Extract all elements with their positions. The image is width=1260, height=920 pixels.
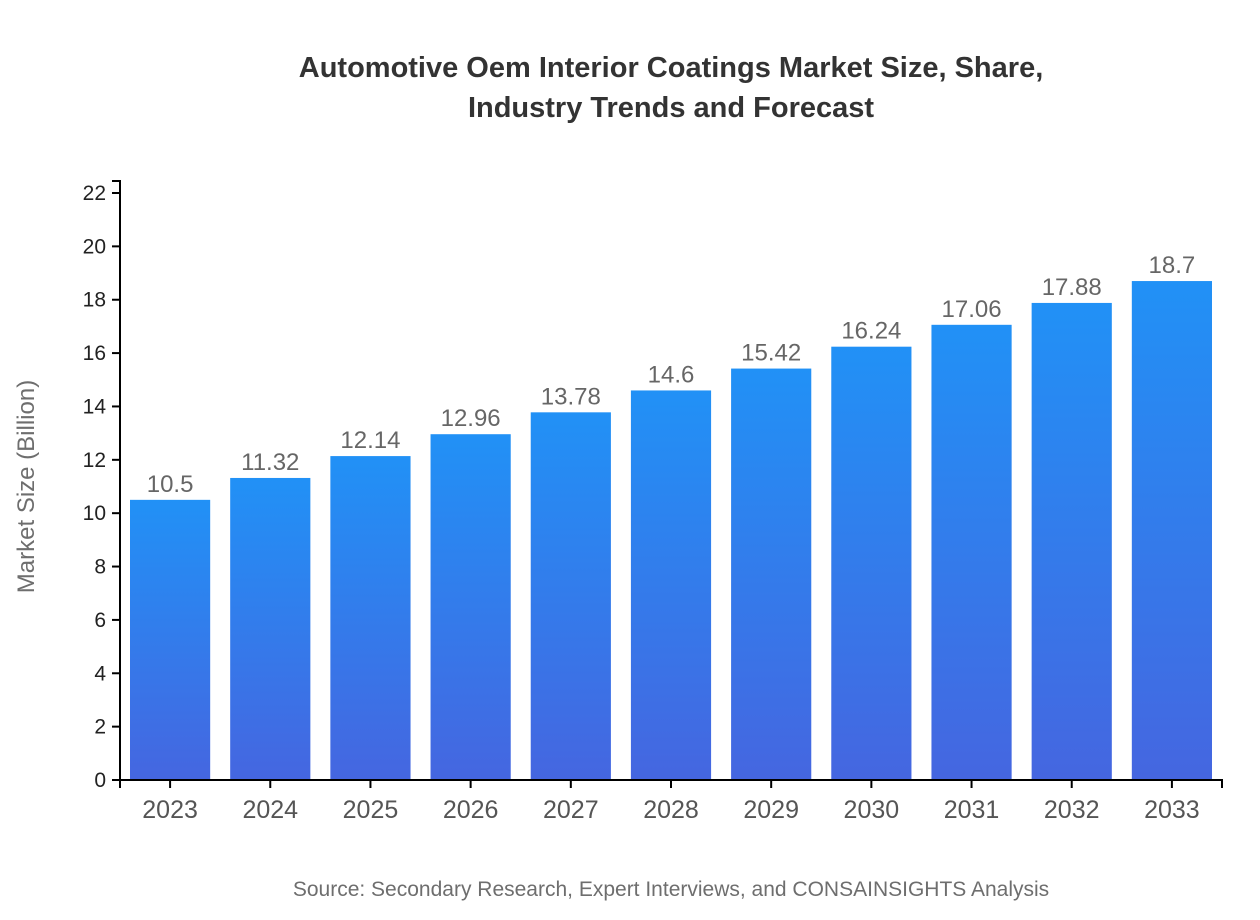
- bar-value-label: 12.96: [441, 405, 501, 432]
- x-tick-label: 2030: [844, 796, 900, 824]
- y-tick-label: 22: [83, 182, 106, 205]
- bar-2031: [931, 324, 1012, 780]
- y-axis-line: [112, 180, 121, 781]
- bar-2030: [831, 346, 912, 780]
- bar-value-label: 16.24: [841, 318, 901, 345]
- x-tick-label: 2032: [1044, 796, 1100, 824]
- y-tick-label: 8: [94, 556, 106, 579]
- bar-value-label: 11.32: [241, 449, 299, 476]
- y-tick-label: 2: [94, 716, 106, 739]
- chart-title: Automotive Oem Interior Coatings Market …: [120, 48, 1222, 128]
- x-tick-label: 2024: [242, 796, 298, 824]
- x-tick-label: 2027: [543, 796, 599, 824]
- x-tick-label: 2031: [944, 796, 1000, 824]
- y-axis-title: Market Size (Billion): [13, 380, 40, 593]
- y-tick-label: 4: [94, 662, 106, 685]
- bar-value-label: 15.42: [741, 340, 801, 367]
- bar-value-label: 17.88: [1042, 274, 1102, 301]
- bar-2023: [130, 499, 211, 780]
- bar-2028: [630, 390, 712, 780]
- source-caption: Source: Secondary Research, Expert Inter…: [292, 878, 1050, 901]
- bar-value-label: 17.06: [942, 296, 1002, 323]
- y-tick-label: 16: [83, 342, 106, 365]
- y-tick-label: 18: [83, 289, 106, 312]
- bar-2029: [731, 368, 812, 780]
- y-tick-label: 0: [94, 769, 106, 792]
- bar-2032: [1031, 302, 1112, 780]
- bar-value-label: 18.7: [1149, 252, 1196, 279]
- x-tick-label: 2023: [142, 796, 198, 824]
- y-tick-label: 6: [94, 609, 106, 632]
- y-tick-label: 12: [83, 449, 106, 472]
- chart-title-line1: Automotive Oem Interior Coatings Market …: [298, 52, 1044, 84]
- bar-value-label: 14.6: [648, 361, 695, 388]
- chart-title-line2: Industry Trends and Forecast: [467, 92, 875, 124]
- x-tick-label: 2025: [343, 796, 399, 824]
- bar-value-label: 10.5: [147, 471, 194, 498]
- x-tick-label: 2029: [743, 796, 799, 824]
- bar-2033: [1131, 281, 1212, 780]
- bar-value-label: 12.14: [340, 427, 400, 454]
- x-tick-label: 2033: [1144, 796, 1200, 824]
- bar-2024: [230, 477, 311, 780]
- x-axis-line: [119, 779, 1223, 788]
- y-tick-label: 10: [83, 502, 106, 525]
- bar-value-label: 13.78: [541, 383, 601, 410]
- x-tick-label: 2026: [443, 796, 499, 824]
- x-tick-label: 2028: [643, 796, 699, 824]
- y-tick-label: 20: [83, 235, 106, 258]
- bar-2025: [330, 456, 411, 780]
- y-tick-label: 14: [83, 395, 107, 418]
- bar-2026: [430, 434, 511, 780]
- bar-2027: [530, 412, 611, 780]
